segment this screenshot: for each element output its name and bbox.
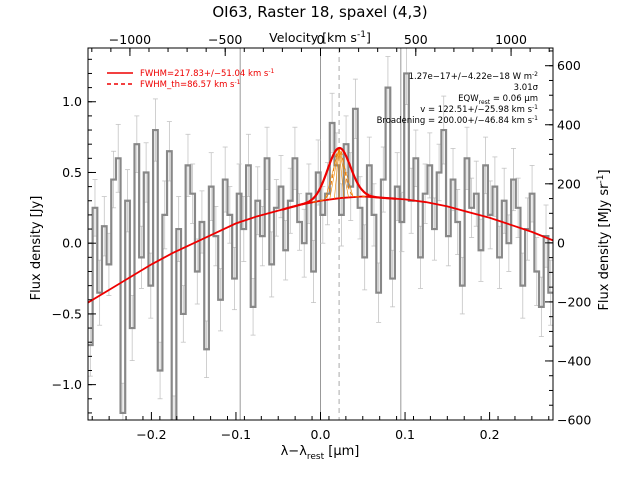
top-axis-label-text: Velocity [km s (269, 30, 357, 45)
x-tick-label: 0.2 (480, 427, 500, 442)
y-tick-label-right: 600 (557, 58, 581, 73)
y-axis-label-right-end: ] (597, 169, 612, 174)
thermal-fill-line (334, 148, 340, 199)
x-axis-label-sub: rest (307, 452, 325, 462)
y-tick-label-right: −200 (557, 294, 591, 309)
y-tick-label-left: 0.0 (62, 236, 82, 251)
thermal-fill-line (329, 148, 340, 200)
thermal-fill-line (338, 148, 349, 198)
thermal-fill-line (338, 148, 345, 198)
svg-text:Velocity [km s-1]: Velocity [km s-1] (269, 30, 371, 45)
y-tick-label-left: −1.0 (52, 377, 82, 392)
y-axis-label-right-sup: -1 (596, 175, 606, 184)
svg-text:λ−λrest [μm]: λ−λrest [μm] (281, 444, 360, 462)
gaussian-fit-line (281, 146, 397, 211)
top-tick-label: 500 (404, 32, 428, 47)
top-axis-label-end: ] (366, 30, 371, 45)
x-tick-label: −0.1 (221, 427, 251, 442)
y-tick-label-right: −600 (557, 413, 591, 428)
y-tick-label-left: 1.0 (62, 94, 82, 109)
x-axis-label-text: λ−λ (281, 444, 308, 459)
top-tick-label: −500 (208, 32, 242, 47)
y-tick-label-right: −400 (557, 353, 591, 368)
y-axis-label-right: Flux density [MJy sr-1] (596, 169, 612, 310)
top-tick-label: 0 (317, 32, 325, 47)
y-tick-label-left: −0.5 (52, 306, 82, 321)
data-histogram (88, 72, 553, 420)
y-tick-label-left: 0.5 (62, 165, 82, 180)
x-tick-label: −0.2 (136, 427, 166, 442)
top-tick-label: 1000 (495, 32, 527, 47)
y-axis-label-left: Flux density [Jy] (29, 196, 44, 301)
x-tick-label: 0.1 (395, 427, 415, 442)
fit-annotation: 3.01σ (514, 83, 539, 93)
thermal-fill-line (338, 147, 354, 198)
legend-label: FWHM_th=86.57 km s-1 (140, 79, 241, 90)
fit-annotation: 1.27e−17+/−4.22e−18 W m-2 (409, 71, 539, 82)
x-axis-label-unit: [μm] (324, 444, 359, 459)
fit-annotation: v = 122.51+/−25.98 km s-1 (420, 104, 538, 115)
svg-text:Flux density [MJy sr-1]: Flux density [MJy sr-1] (596, 169, 612, 310)
top-axis-label-sup: -1 (357, 30, 366, 40)
fit-annotation: EQWrest = 0.06 μm (458, 94, 538, 106)
fit-annotation: Broadening = 200.00+/−46.84 km s-1 (377, 115, 539, 126)
legend-label: FWHM=217.83+/−51.04 km s-1 (140, 68, 275, 79)
top-tick-label: −1000 (109, 32, 151, 47)
y-tick-label-right: 200 (557, 176, 581, 191)
x-axis-label: λ−λrest [μm] (281, 444, 360, 462)
y-tick-label-right: 0 (557, 235, 565, 250)
y-tick-label-right: 400 (557, 117, 581, 132)
top-axis-label: Velocity [km s-1] (269, 30, 371, 45)
y-axis-label-right-text: Flux density [MJy sr (597, 183, 612, 311)
chart-title: OI63, Raster 18, spaxel (4,3) (212, 3, 427, 21)
x-tick-label: 0.0 (311, 427, 331, 442)
thermal-fill-line (324, 147, 340, 201)
